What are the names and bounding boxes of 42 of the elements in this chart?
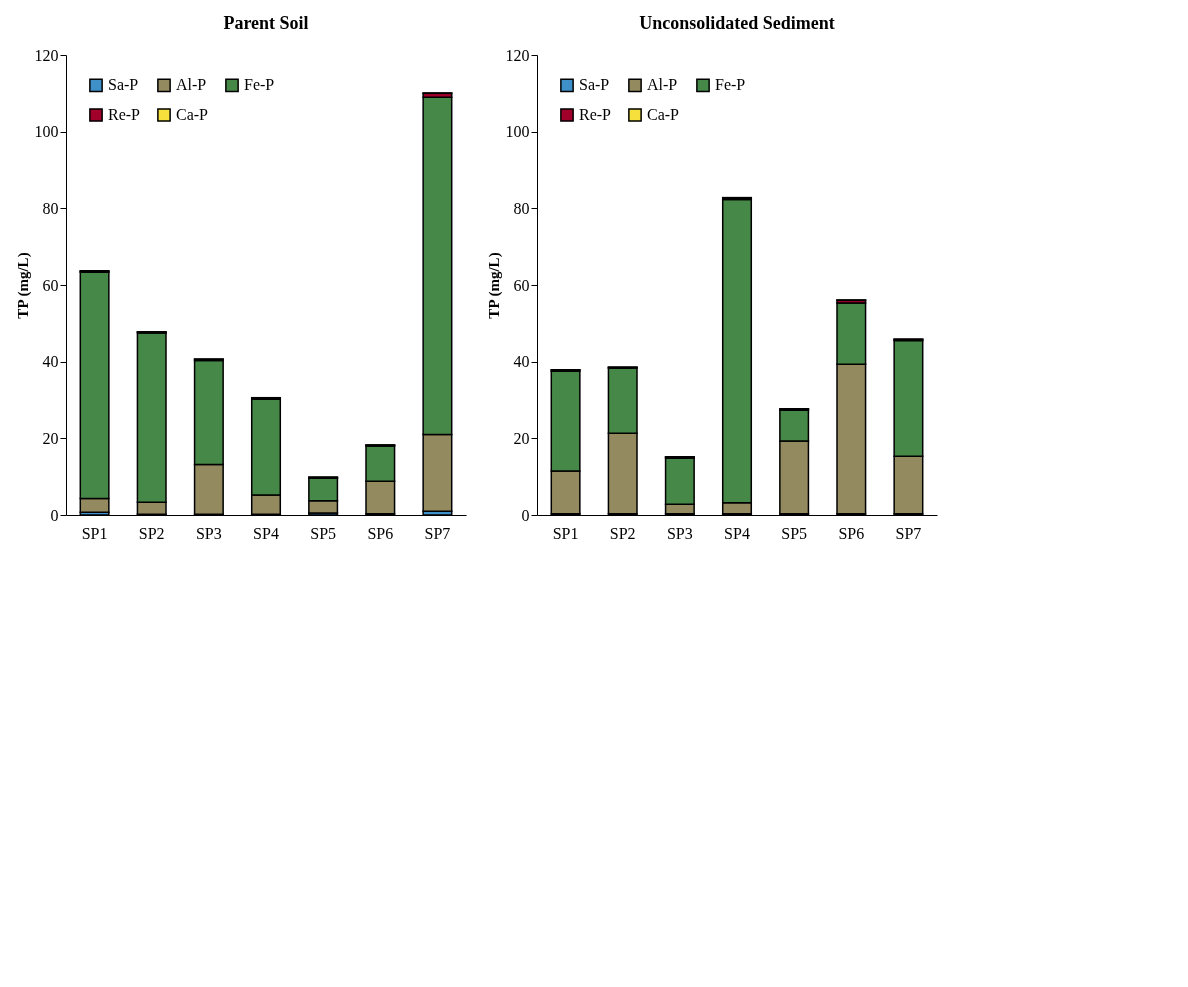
x-tick-label: SP3 [195,524,222,542]
y-tick-label: 100 [34,123,59,141]
legend-label: Re-P [108,106,141,123]
legend-label: Ca-P [647,106,680,123]
legend-label: Sa-P [579,76,610,94]
x-tick-label: SP1 [552,524,579,542]
x-tick-label: SP4 [724,524,750,542]
y-tick-label: 20 [42,429,59,447]
x-tick-label: SP7 [424,524,451,542]
y-axis-title: TP (mg/L) [485,252,503,319]
y-tick-label: 0 [50,506,59,524]
y-tick-label: 60 [513,276,530,294]
chart-title: Unconsolidated Sediment [639,13,835,33]
x-tick-label: SP4 [253,524,279,542]
x-tick-label: SP7 [895,524,922,542]
x-tick-label: SP5 [310,524,337,542]
y-tick-label: 80 [42,199,59,217]
y-tick-label: 120 [34,46,59,64]
x-tick-label: SP6 [838,524,865,542]
x-tick-label: SP3 [666,524,693,542]
x-tick-label: SP2 [609,524,636,542]
x-tick-label: SP5 [781,524,808,542]
x-tick-label: SP2 [138,524,165,542]
x-tick-label: SP1 [81,524,108,542]
legend-label: Fe-P [244,76,275,94]
y-tick-label: 120 [505,46,530,64]
chart-title: Parent Soil [223,13,309,33]
y-tick-label: 20 [513,429,530,447]
y-tick-label: 80 [513,199,530,217]
legend-label: Al-P [176,76,207,94]
y-tick-label: 0 [521,506,530,524]
legend-label: Fe-P [715,76,746,94]
y-tick-label: 60 [42,276,59,294]
legend-label: Re-P [579,106,612,123]
x-tick-label: SP6 [367,524,394,542]
y-axis-title: TP (mg/L) [14,252,32,319]
legend-label: Al-P [647,76,678,94]
y-tick-label: 100 [505,123,530,141]
y-tick-label: 40 [42,353,59,371]
legend-label: Sa-P [108,76,139,94]
legend-label: Ca-P [176,106,209,123]
y-tick-label: 40 [513,353,530,371]
